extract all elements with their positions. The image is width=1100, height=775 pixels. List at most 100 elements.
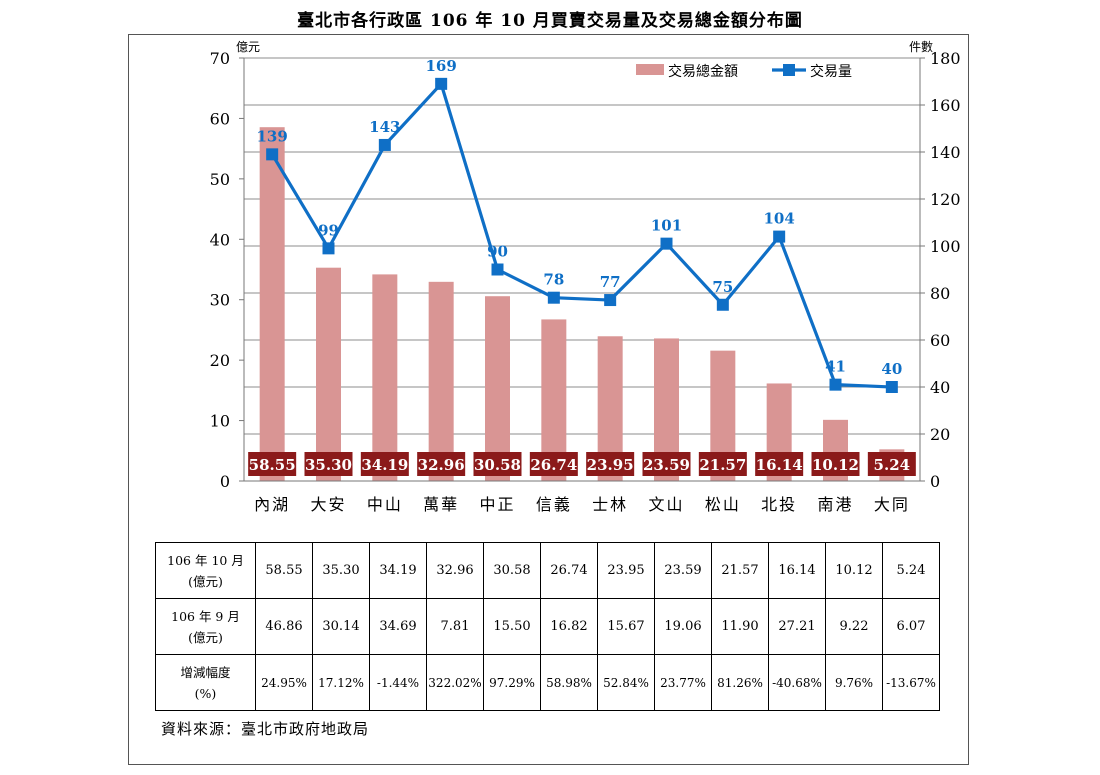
legend-bar-label: 交易總金額	[668, 63, 738, 80]
table-cell: 35.30	[312, 542, 370, 599]
bar-value-box	[586, 452, 635, 476]
line-marker	[885, 381, 898, 393]
row-header: 106 年 9 月 (億元)	[155, 598, 256, 655]
line-value-label: 40	[881, 360, 902, 378]
table-cell: 5.24	[882, 542, 940, 599]
table-row: 106 年 10 月 (億元) 58.55 35.30 34.19 32.96 30.58 2…	[155, 542, 940, 599]
left-tick-label: 60	[210, 109, 230, 128]
row-header: 增減幅度 (%)	[155, 654, 256, 711]
line-marker	[322, 242, 335, 255]
table-cell: 81.26%	[711, 654, 769, 711]
left-axis-label: 億元	[236, 40, 260, 54]
row-header-line: 106 年 9 月	[171, 608, 240, 624]
x-tick-label: 松山	[705, 495, 741, 514]
right-tick-label: 40	[930, 378, 950, 397]
line-marker	[773, 230, 786, 243]
x-tick-label: 中山	[367, 495, 403, 514]
bar-value-label: 32.96	[418, 456, 465, 474]
left-tick-label: 40	[210, 230, 230, 249]
chart-frame	[128, 34, 969, 765]
table-cell: 9.22	[825, 598, 883, 655]
bar-value-box	[529, 452, 578, 476]
x-tick-label: 文山	[648, 495, 684, 514]
bar	[485, 296, 510, 481]
table-cell: -40.68%	[768, 654, 826, 711]
table-cell: 52.84%	[597, 654, 655, 711]
table-cell: 34.19	[369, 542, 427, 599]
left-tick-label: 30	[210, 291, 230, 310]
right-tick-label: 60	[930, 331, 950, 350]
line-marker	[829, 378, 842, 391]
line-value-label: 75	[712, 278, 733, 296]
bar-value-box	[360, 452, 409, 476]
table-cell: 32.96	[426, 542, 484, 599]
x-tick-label: 信義	[536, 495, 572, 514]
right-tick-label: 140	[930, 143, 961, 162]
bar-value-label: 26.74	[530, 456, 577, 474]
table-cell: 9.76%	[825, 654, 883, 711]
line-marker	[660, 237, 673, 250]
x-tick-label: 北投	[761, 495, 797, 514]
table-cell: 23.95	[597, 542, 655, 599]
line-marker	[491, 263, 504, 276]
bar-value-label: 30.58	[474, 456, 521, 474]
table-cell: -13.67%	[882, 654, 940, 711]
bar-value-label: 16.14	[756, 456, 803, 474]
bar-value-label: 10.12	[812, 456, 859, 474]
line-marker	[435, 77, 448, 90]
line-marker	[716, 298, 729, 311]
bar-value-label: 5.24	[874, 456, 911, 474]
table-cell: 11.90	[711, 598, 769, 655]
row-header-line: (億元)	[188, 629, 223, 645]
table-cell: 97.29%	[483, 654, 541, 711]
table-cell: -1.44%	[369, 654, 427, 711]
row-header-line: (億元)	[188, 573, 223, 589]
x-tick-label: 士林	[592, 495, 628, 514]
table-cell: 15.67	[597, 598, 655, 655]
x-tick-label: 中正	[479, 495, 515, 514]
right-tick-label: 180	[930, 49, 961, 68]
bar-value-label: 21.57	[699, 456, 746, 474]
table-cell: 21.57	[711, 542, 769, 599]
bar-value-box	[867, 452, 916, 476]
bar-value-label: 35.30	[305, 456, 352, 474]
right-tick-label: 160	[930, 96, 961, 115]
right-tick-label: 20	[930, 425, 950, 444]
line-value-label: 90	[487, 243, 508, 261]
x-tick-label: 大安	[310, 495, 346, 514]
line-value-label: 77	[600, 273, 621, 291]
chart-title: 臺北市各行政區 106 年 10 月買賣交易量及交易總金額分布圖	[297, 11, 803, 31]
line-value-label: 101	[651, 217, 682, 235]
bar	[372, 274, 398, 481]
table-cell: 10.12	[825, 542, 883, 599]
right-axis-label: 件數	[909, 40, 933, 54]
line-marker	[604, 294, 617, 307]
line-value-label: 143	[369, 118, 400, 136]
x-tick-label: 南港	[817, 495, 853, 514]
line-value-label: 169	[426, 57, 457, 75]
bar-value-label: 23.95	[587, 456, 634, 474]
bar-value-box	[811, 452, 860, 476]
right-tick-label: 120	[930, 190, 961, 209]
table-cell: 58.55	[255, 542, 313, 599]
x-tick-label: 大同	[874, 495, 910, 514]
table-cell: 27.21	[768, 598, 826, 655]
line-marker	[266, 148, 279, 161]
bar-value-box	[473, 452, 522, 476]
table-cell: 16.14	[768, 542, 826, 599]
right-tick-label: 80	[930, 284, 950, 303]
bar-value-box	[304, 452, 353, 476]
table-cell: 30.14	[312, 598, 370, 655]
table-cell: 34.69	[369, 598, 427, 655]
table-cell: 322.02%	[426, 654, 484, 711]
x-tick-label: 內湖	[254, 495, 290, 514]
right-tick-label: 100	[930, 237, 961, 256]
row-header: 106 年 10 月 (億元)	[155, 542, 256, 599]
table-cell: 58.98%	[540, 654, 598, 711]
line-value-label: 139	[257, 127, 288, 145]
table-cell: 16.82	[540, 598, 598, 655]
table-cell: 6.07	[882, 598, 940, 655]
right-tick-label: 0	[930, 472, 940, 491]
combo-chart: 0 10 20 30 40 50 60 70 0 20 40 60 80 100 120 140 160 180 億…	[210, 40, 961, 514]
table-cell: 15.50	[483, 598, 541, 655]
